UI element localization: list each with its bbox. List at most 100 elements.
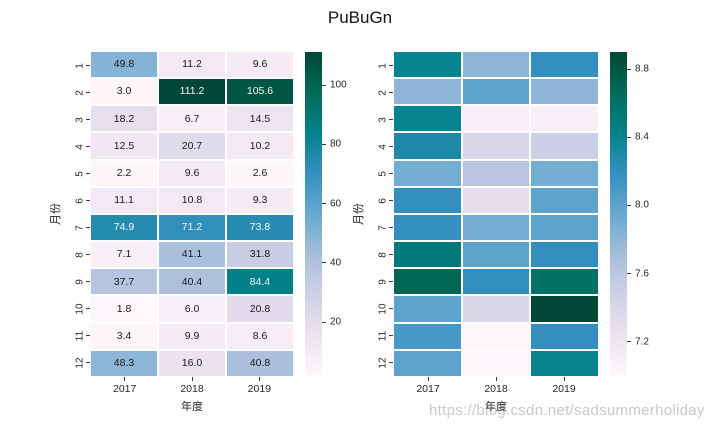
heatmap-cell (531, 133, 598, 159)
cell-value: 20.8 (249, 302, 271, 315)
heatmap-cell (462, 52, 530, 78)
heatmap-cell: 41.1 (159, 242, 225, 268)
heatmap-cell: 7.1 (91, 242, 157, 268)
heatmap-cell (531, 269, 598, 295)
heatmap-cell: 9.6 (227, 52, 293, 78)
x-tick-mark (495, 377, 497, 381)
x-tick-mark (191, 377, 193, 381)
y-tick-label: 12 (74, 356, 86, 369)
colorbar-tick-mark (627, 204, 631, 206)
watermark: https://blog.csdn.net/sadsummerholiday (429, 402, 705, 419)
heatmap-cell (531, 242, 598, 268)
x-tick-label: 2018 (180, 383, 204, 395)
y-tick-label: 5 (377, 170, 389, 177)
colorbar-left (305, 52, 322, 376)
colorbar-tick-mark (322, 84, 326, 86)
y-tick-label: 5 (74, 170, 86, 177)
y-tick-mark (86, 335, 90, 336)
figure-title: PuBuGn (327, 8, 393, 27)
heatmap-cell (394, 296, 461, 322)
heatmap-cell (531, 187, 598, 213)
y-tick-mark (86, 173, 90, 174)
x-tick-label: 2017 (112, 383, 137, 395)
cell-value: 6.7 (184, 112, 200, 125)
colorbar-tick-label: 8.8 (635, 63, 649, 75)
heatmap-cell: 48.3 (91, 350, 157, 376)
heatmap-cell (531, 296, 598, 322)
y-tick-label: 3 (377, 116, 389, 123)
heatmap-cell: 9.6 (159, 160, 225, 186)
heatmap-cell: 105.6 (227, 79, 293, 105)
heatmap-cell: 1.8 (91, 296, 157, 322)
cell-value: 41.1 (181, 248, 203, 261)
x-tick-mark (258, 377, 260, 381)
heatmap-cell (394, 187, 461, 213)
y-axis-label: 月份 (50, 203, 62, 225)
heatmap-cell: 2.2 (91, 160, 157, 186)
x-tick-mark (563, 377, 565, 381)
cell-value: 73.8 (249, 221, 271, 234)
colorbar-tick-mark (627, 136, 631, 138)
heatmap-cell: 14.5 (227, 106, 293, 132)
heatmap-cell (462, 133, 530, 159)
y-tick-label: 10 (377, 302, 389, 315)
heatmap-cell: 73.8 (227, 214, 293, 241)
heatmap-cell: 11.2 (159, 52, 225, 78)
y-tick-mark (86, 281, 90, 282)
heatmap-cell: 3.4 (91, 323, 157, 349)
y-axis-label: 月份 (353, 203, 365, 225)
y-tick-label: 4 (377, 143, 389, 150)
heatmap-cell: 10.2 (227, 133, 293, 159)
cell-value: 2.6 (252, 166, 268, 179)
cell-value: 40.8 (249, 357, 271, 370)
heatmap-cell: 40.8 (227, 350, 293, 376)
y-tick-mark (86, 92, 90, 93)
cell-value: 3.0 (116, 85, 132, 98)
heatmap-cell: 74.9 (91, 214, 157, 241)
cell-value: 11.2 (182, 58, 202, 71)
colorbar-tick-label: 8.0 (635, 199, 649, 211)
y-tick-mark (389, 200, 393, 201)
y-tick-mark (86, 362, 90, 363)
y-tick-mark (86, 146, 90, 147)
x-tick-label: 2019 (552, 383, 576, 395)
cell-value: 7.1 (116, 248, 132, 261)
y-tick-mark (86, 119, 90, 120)
colorbar-tick-label: 20 (330, 316, 342, 328)
y-tick-mark (389, 227, 393, 228)
cell-value: 71.2 (181, 221, 203, 234)
y-tick-mark (389, 92, 393, 93)
colorbar-tick-mark (627, 68, 631, 70)
y-tick-label: 9 (377, 278, 389, 285)
cell-value: 14.5 (249, 112, 271, 125)
heatmap-cell (394, 323, 461, 349)
colorbar-tick-mark (322, 262, 326, 264)
heatmap-cell (462, 79, 530, 105)
heatmap-cell (394, 133, 461, 159)
cell-value: 37.7 (113, 275, 135, 288)
heatmap-cell: 71.2 (159, 214, 225, 241)
y-tick-label: 6 (377, 197, 389, 204)
cell-value: 40.4 (181, 275, 203, 288)
y-tick-mark (389, 254, 393, 255)
heatmap-cell (462, 269, 530, 295)
heatmap-cell (531, 79, 598, 105)
cell-value: 8.6 (252, 329, 268, 342)
colorbar-tick-mark (322, 321, 326, 323)
colorbar-tick-mark (322, 143, 326, 145)
cell-value: 105.6 (246, 85, 274, 98)
y-tick-label: 8 (377, 251, 389, 258)
heatmap-cell (394, 160, 461, 186)
heatmap-cell (462, 187, 530, 213)
heatmap-cell (394, 79, 461, 105)
heatmap-cell: 40.4 (159, 269, 225, 295)
heatmap-cell: 9.3 (227, 187, 293, 213)
heatmap-cell (394, 269, 461, 295)
x-tick-mark (427, 377, 429, 381)
colorbar-tick-label: 40 (330, 257, 342, 269)
heatmap-cell (462, 106, 530, 132)
y-tick-label: 11 (74, 330, 86, 341)
colorbar-tick-label: 7.2 (635, 336, 649, 348)
heatmap-cell (462, 350, 530, 376)
